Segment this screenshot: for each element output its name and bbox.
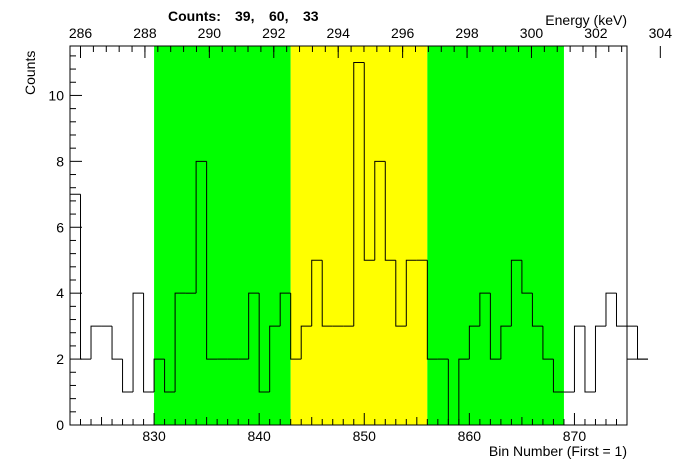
y-tick-label: 0 <box>56 417 64 433</box>
histogram-bin <box>195 160 207 294</box>
axis-ticks <box>69 46 661 426</box>
energy-tick-label: 304 <box>649 25 673 41</box>
axis-tick-labels: 830 840 850 860 870 0 2 4 6 8 10 286 288 290 292 294 296… <box>48 25 672 444</box>
histogram-bin <box>521 260 533 294</box>
histogram-bin <box>584 326 596 393</box>
energy-tick-label: 290 <box>198 25 222 41</box>
histogram-bin <box>174 292 186 393</box>
region-bands <box>154 46 564 425</box>
histogram-bin <box>500 325 512 360</box>
histogram-bin <box>594 325 606 393</box>
counts-label: Counts: <box>168 8 221 24</box>
histogram-bin <box>164 359 176 393</box>
histogram-bin <box>153 358 165 393</box>
histogram-bin <box>395 260 407 327</box>
histogram-bin <box>458 358 470 425</box>
energy-tick-label: 296 <box>391 25 415 41</box>
histogram-bin <box>531 293 543 327</box>
region-band-left-background <box>154 46 291 425</box>
histogram-bin <box>552 359 564 393</box>
histogram-bin <box>374 160 386 261</box>
histogram-bin <box>69 193 81 425</box>
histogram-bin <box>90 325 102 360</box>
histogram-bin <box>143 293 155 393</box>
y-tick-label: 10 <box>48 87 64 103</box>
plot-frame <box>69 45 628 426</box>
histogram-bin <box>605 292 617 327</box>
histogram-bin <box>384 161 396 261</box>
histogram-bin <box>615 293 627 327</box>
histogram-bin <box>248 292 260 360</box>
histogram-bin <box>542 326 554 360</box>
x-tick-label: 840 <box>247 428 271 444</box>
energy-tick-label: 300 <box>520 25 544 41</box>
y-tick-label: 2 <box>56 351 64 367</box>
energy-tick-label: 294 <box>327 25 351 41</box>
energy-tick-label: 286 <box>69 25 93 41</box>
histogram-bin <box>290 293 302 360</box>
histogram-bin <box>479 292 491 327</box>
histogram-bin <box>637 326 649 360</box>
energy-tick-label: 302 <box>584 25 608 41</box>
y-tick-label: 4 <box>56 285 64 301</box>
histogram-bin <box>279 292 291 327</box>
x-tick-label: 830 <box>142 428 166 444</box>
histogram-bin <box>122 359 134 393</box>
y-tick-label: 6 <box>56 219 64 235</box>
histogram-bin <box>489 293 501 360</box>
histogram-bin <box>300 325 312 360</box>
energy-tick-label: 298 <box>455 25 479 41</box>
histogram-bin <box>468 325 480 360</box>
energy-tick-label: 288 <box>133 25 157 41</box>
histogram-bin <box>510 259 522 327</box>
histogram-bin <box>353 61 365 327</box>
energy-axis-title: Energy (keV) <box>545 12 627 28</box>
histogram-bin <box>269 325 281 393</box>
region-count-right: 33 <box>303 8 319 24</box>
region-band-peak <box>290 46 428 425</box>
histogram-bin <box>573 325 585 393</box>
histogram-bin <box>111 326 123 360</box>
x-tick-label: 870 <box>563 428 587 444</box>
histogram-bin <box>363 62 375 261</box>
histogram-bin <box>132 292 144 393</box>
histogram-bin <box>405 259 417 327</box>
y-axis-title: Counts <box>22 51 38 95</box>
histogram-bins <box>69 61 649 426</box>
histogram-bin <box>321 260 333 327</box>
histogram-bin <box>426 260 438 360</box>
histogram-bin <box>206 161 218 360</box>
region-count-left: 39, <box>235 8 254 24</box>
histogram-bin <box>258 293 270 393</box>
x-axis-title: Bin Number (First = 1) <box>489 443 627 459</box>
histogram-bin <box>80 194 92 360</box>
region-count-peak: 60, <box>269 8 288 24</box>
y-tick-label: 8 <box>56 153 64 169</box>
energy-tick-label: 292 <box>262 25 286 41</box>
x-tick-label: 850 <box>353 428 377 444</box>
histogram-bin <box>311 259 323 327</box>
region-band-right-background <box>427 46 564 425</box>
x-tick-label: 860 <box>458 428 482 444</box>
